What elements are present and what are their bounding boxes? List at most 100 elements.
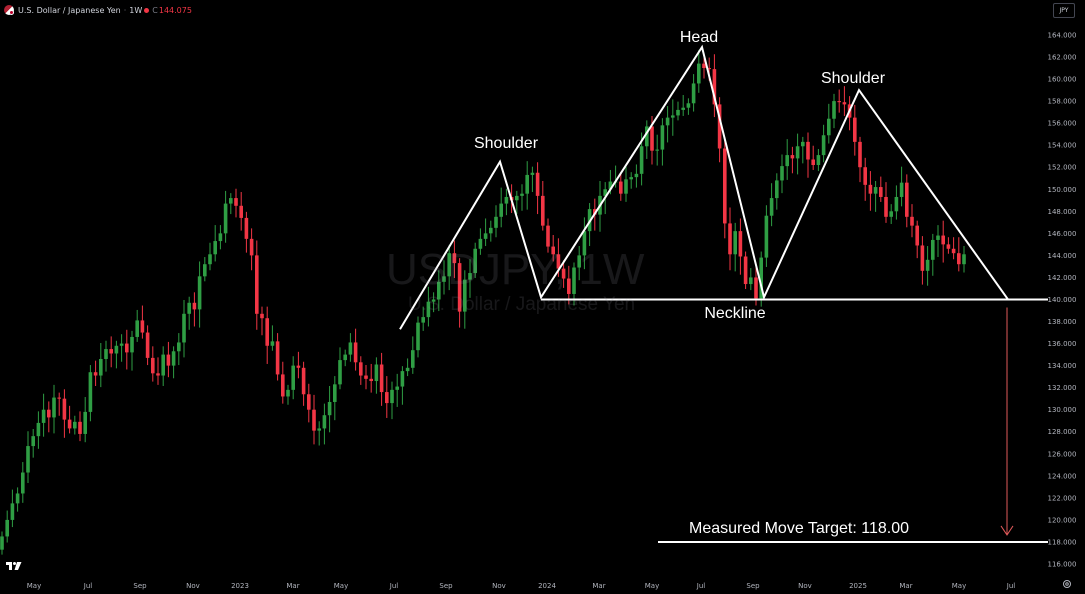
candle-body [946,244,951,249]
candle-body [333,384,337,402]
candle-body [67,419,72,429]
candle-body [348,342,353,355]
time-axis[interactable]: May Jul Sep Nov 2023 Mar May Jul Sep Nov 2024 Mar Ma… [27,582,1016,590]
candle-body [62,398,67,420]
candle-body [879,187,883,197]
candle-body [785,155,789,167]
candle-body [608,181,613,190]
time-tick-label: 2023 [231,582,249,590]
candle-body [780,166,784,181]
price-tick-label: 140.000 [1048,296,1077,304]
candle-body [145,332,150,358]
candle-body [873,187,878,194]
candle-body [764,215,769,258]
candle-body [858,141,862,168]
symbol-description[interactable]: U.S. Dollar / Japanese Yen [18,5,121,15]
candle-body [686,103,691,108]
candle-body [166,354,171,366]
price-tick-label: 144.000 [1048,252,1077,260]
price-tick-label: 148.000 [1048,208,1077,216]
candle-body [936,235,940,240]
interval-label[interactable]: 1W [129,5,143,15]
market-status-icon [144,7,150,13]
gear-icon[interactable] [1061,578,1073,590]
price-tick-label: 134.000 [1048,362,1077,370]
price-tick-label: 146.000 [1048,230,1077,238]
candle-body [541,195,545,226]
candle-body [312,409,316,431]
candle-body [743,256,748,285]
time-tick-label: Mar [592,582,605,590]
price-tick-label: 152.000 [1048,164,1077,172]
candle-body [483,233,488,239]
candle-body [702,63,706,69]
candle-body [322,415,327,429]
candle-body [697,63,701,84]
tradingview-logo-icon[interactable] [5,560,23,572]
candle-body [905,182,909,217]
head-label: Head [680,29,718,46]
candle-body [660,125,665,150]
candle-body [759,257,763,299]
candle-body [114,345,119,354]
candle-body [156,373,160,376]
candle-body [182,313,186,343]
candle-body [26,446,30,473]
candle-body [171,351,176,366]
candle-body [234,198,238,206]
candle-body [135,320,139,337]
price-tick-label: 138.000 [1048,318,1077,326]
candle-body [119,343,124,346]
candle-body [369,378,373,382]
time-tick-label: Nov [798,582,812,590]
us-flag-icon [4,5,14,15]
time-tick-label: May [952,582,966,590]
candle-body [754,277,758,299]
chart-header[interactable]: U.S. Dollar / Japanese Yen · 1W C 144.07… [4,3,192,17]
candle-body [442,276,446,282]
candle-body [671,115,675,118]
candle-body [244,217,249,239]
candle-body [816,155,821,166]
price-axis[interactable]: 164.000 162.000 160.000 158.000 156.000 154.0… [1048,31,1077,568]
pattern-outline [399,44,1009,330]
candle-body [291,365,295,390]
candle-body [624,179,628,194]
candle-body [884,196,888,217]
candle-body [338,360,342,385]
candle-body [249,238,254,256]
candle-body [130,336,134,353]
candle-body [733,231,737,255]
candle-body [567,278,571,294]
candle-body [769,198,774,216]
candle-body [827,118,831,136]
currency-button[interactable]: JPY [1053,3,1075,18]
candle-body [603,189,607,196]
candle-body [494,216,498,228]
candle-body [109,349,113,354]
candle-body [83,411,87,434]
candle-body [177,342,181,352]
candle-body [296,365,301,368]
candle-body [551,246,555,255]
candle-body [899,182,904,197]
candle-body [239,205,243,218]
candle-body [161,354,165,376]
time-tick-label: Sep [439,582,453,590]
candle-body [437,281,441,300]
price-tick-label: 126.000 [1048,450,1077,458]
candle-body [47,409,51,418]
pattern-labels: Shoulder Head Shoulder Neckline Measured Mov… [474,29,909,537]
candle-body [868,184,873,194]
candle-body [463,279,467,312]
candle-body [218,233,223,242]
candle-body [957,253,961,265]
candle-body [343,354,347,361]
candle-body [489,227,493,234]
candle-body [920,245,925,271]
price-tick-label: 122.000 [1048,494,1077,502]
candle-body [0,536,4,550]
candle-body [307,394,311,410]
candle-body [327,401,332,416]
